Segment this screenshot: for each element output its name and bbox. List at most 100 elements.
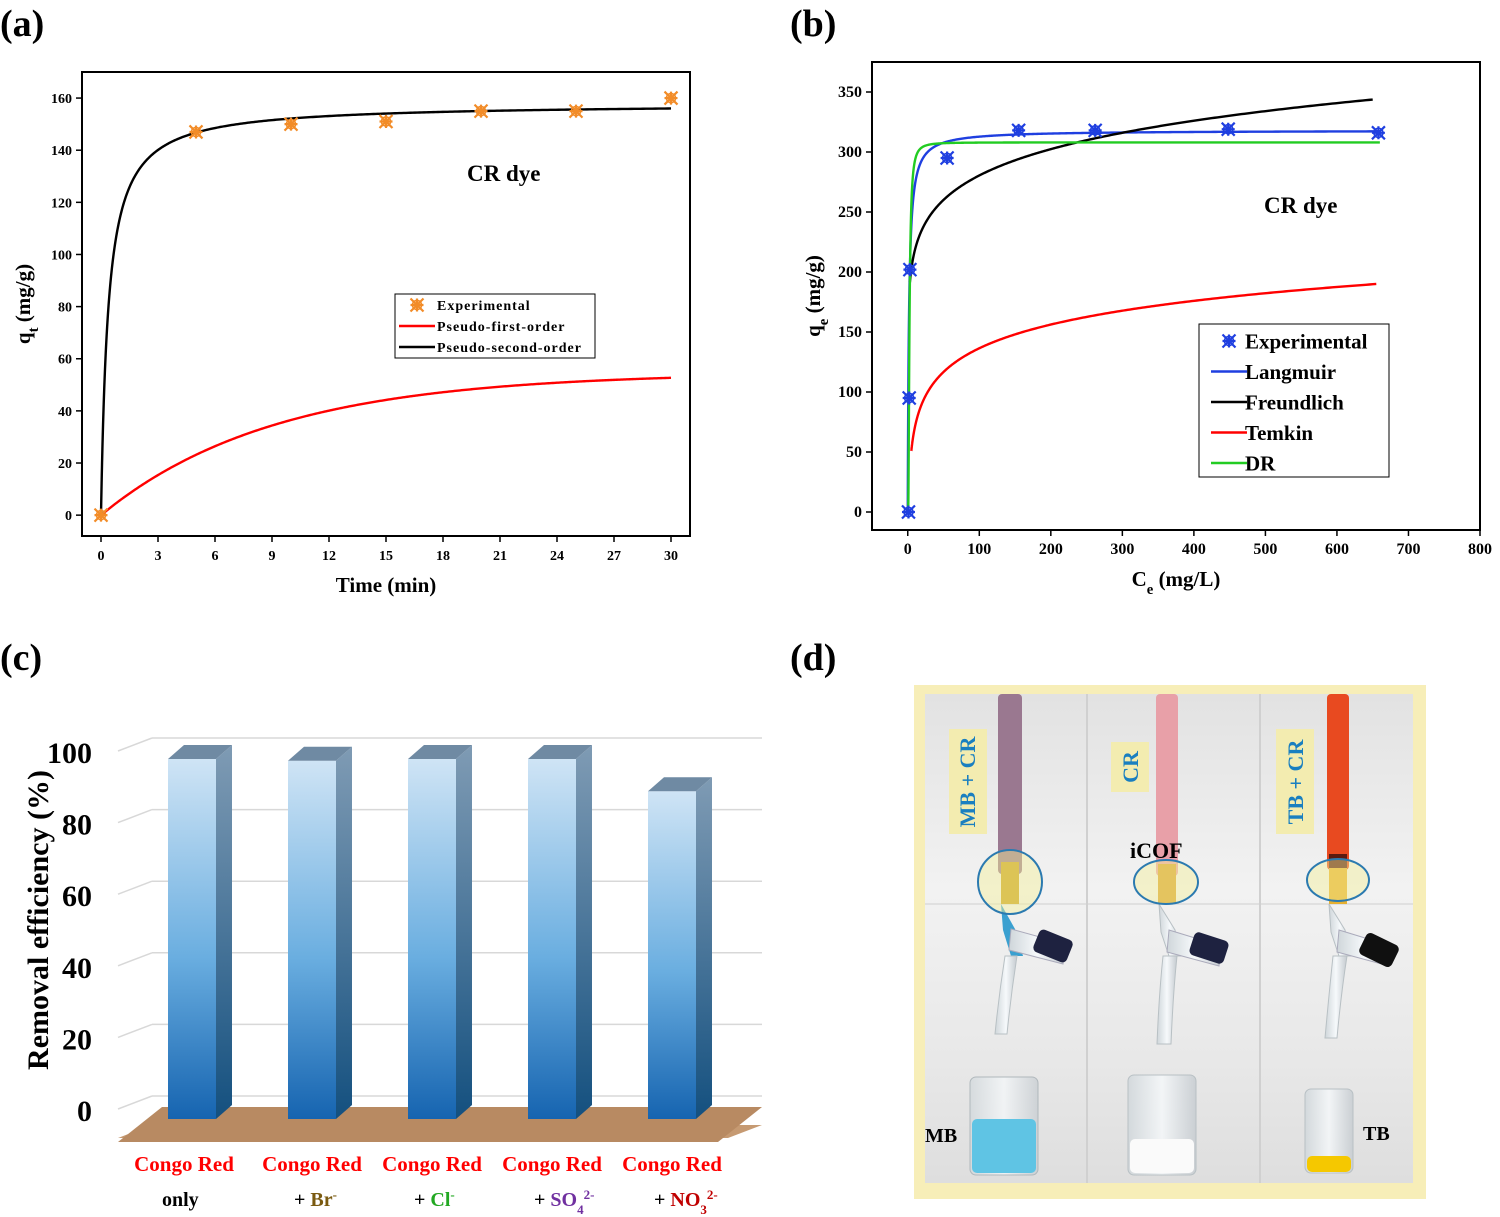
- series-line-pseudo-first-order: [100, 376, 672, 517]
- y-tick-label: 350: [838, 84, 862, 101]
- x-axis-title: Ce (mg/L): [1132, 567, 1221, 598]
- beaker-mb: [969, 1076, 1039, 1176]
- glass-tip: [994, 955, 1018, 1035]
- panel-label-c: (c): [0, 637, 43, 679]
- label-tb-cr-tag: TB + CR: [1276, 729, 1314, 834]
- column-mb-cr: [977, 694, 1073, 1035]
- x-tick-label: 6: [212, 549, 219, 564]
- legend-label: Experimental: [1245, 329, 1368, 353]
- y-tick-label: 120: [51, 196, 72, 211]
- y-tick-label: 140: [51, 144, 72, 159]
- mb-liquid: [972, 1119, 1036, 1173]
- gridline: [117, 880, 153, 895]
- label-tb: TB: [1363, 1123, 1390, 1145]
- gridline: [117, 737, 153, 752]
- bar-top: [408, 745, 472, 759]
- bar-side: [456, 745, 472, 1119]
- y-tick-label: 100: [51, 248, 72, 263]
- label-mb-cr-tag: MB + CR: [949, 729, 987, 834]
- highlight-ring: [1133, 859, 1199, 905]
- data-point: [901, 390, 917, 406]
- series-line-freundlich: [908, 98, 1373, 283]
- bar-top: [648, 777, 712, 792]
- chart-annotation: CR dye: [467, 161, 540, 186]
- category-label: Congo Red: [622, 1152, 722, 1176]
- gridline: [117, 808, 153, 824]
- adsorbent-bed: [1001, 862, 1019, 904]
- tube-tb-cr: [1327, 694, 1349, 870]
- y-tick-label: 20: [62, 1023, 92, 1056]
- label-mb: MB: [925, 1125, 957, 1147]
- legend: Experimental Langmuir Freundlich Temkin DR: [1198, 323, 1390, 478]
- category-label: Congo Red: [262, 1152, 362, 1176]
- y-tick-label: 50: [846, 444, 862, 461]
- x-tick-label: 100: [967, 541, 991, 558]
- y-axis-title: Removal efficiency (%): [22, 770, 55, 1070]
- panel-label-b: (b): [790, 3, 837, 45]
- category-label: Congo Red: [502, 1152, 602, 1176]
- chart-annotation: CR dye: [1264, 193, 1337, 218]
- bar-side: [216, 745, 232, 1119]
- bar-side: [696, 777, 712, 1119]
- bar-side: [336, 746, 352, 1119]
- beaker-tb: [1304, 1088, 1354, 1174]
- y-axis-title: qt (mg/g): [11, 264, 42, 344]
- legend-label: Temkin: [1245, 421, 1313, 445]
- y-tick-label: 100: [47, 737, 92, 770]
- data-point: [1220, 121, 1236, 137]
- category-sublabel: + Br-: [294, 1187, 337, 1212]
- photo-background: MB + CR CR TB + CR iCOF MB TB: [925, 694, 1413, 1183]
- tube-mb-cr: [998, 694, 1022, 874]
- bar-top: [168, 745, 232, 759]
- y-tick-label: 250: [838, 204, 862, 221]
- y-tick-label: 40: [58, 405, 72, 420]
- highlight-ring: [977, 849, 1043, 915]
- series-line-dr: [906, 141, 1380, 514]
- series-line-temkin: [910, 282, 1377, 452]
- photo-drawing: MB + CR CR TB + CR iCOF MB TB: [925, 694, 1413, 1183]
- bar: [288, 760, 336, 1119]
- y-tick-label: 80: [62, 809, 92, 842]
- legend: Experimental Pseudo-first-order Pseudo-sec…: [394, 293, 596, 359]
- x-tick-label: 18: [436, 549, 450, 564]
- label-mb-cr: MB + CR: [955, 736, 980, 828]
- x-tick-label: 9: [269, 549, 276, 564]
- panel-label-a: (a): [0, 3, 45, 45]
- x-tick-label: 600: [1325, 541, 1349, 558]
- data-point: [663, 90, 679, 106]
- legend-symbol: [1221, 333, 1237, 349]
- adsorbent-bed: [1329, 868, 1347, 904]
- data-point: [901, 504, 916, 520]
- y-tick-label: 0: [77, 1095, 92, 1128]
- data-point: [188, 124, 204, 140]
- cr-liquid: [1130, 1139, 1194, 1173]
- tube-cr: [1156, 694, 1178, 876]
- glass-tip: [1324, 955, 1348, 1039]
- y-tick-label: 160: [51, 92, 72, 107]
- y-axis-title: qe (mg/g): [801, 255, 832, 337]
- isotherm-chart: 0 100 200 300 400 500 600 700 800 0 50 100 150 200 250…: [801, 61, 1492, 598]
- y-tick-label: 200: [838, 264, 862, 281]
- plot-frame: [871, 61, 1481, 531]
- data-point: [568, 103, 584, 119]
- x-tick-label: 27: [607, 549, 621, 564]
- bar: [408, 759, 456, 1119]
- x-tick-label: 700: [1396, 541, 1420, 558]
- bar-top: [288, 746, 352, 761]
- x-tick-label: 0: [904, 541, 912, 558]
- label-cr: CR: [1118, 750, 1143, 783]
- y-tick-label: 20: [58, 457, 72, 472]
- x-tick-label: 500: [1253, 541, 1277, 558]
- legend-label: Experimental: [437, 299, 531, 314]
- category-sublabel: + Cl-: [414, 1187, 455, 1212]
- x-axis-title: Time (min): [336, 573, 437, 597]
- beaker-glass: [1304, 1088, 1354, 1174]
- highlight-ring: [1306, 858, 1370, 902]
- adsorbent-bed: [1158, 864, 1176, 904]
- x-tick-label: 200: [1039, 541, 1063, 558]
- legend-label: Langmuir: [1245, 360, 1336, 384]
- column-photo: MB + CR CR TB + CR iCOF MB TB: [914, 685, 1426, 1199]
- panel-label-d: (d): [790, 637, 837, 679]
- category-sublabel: + NO32-: [654, 1187, 718, 1217]
